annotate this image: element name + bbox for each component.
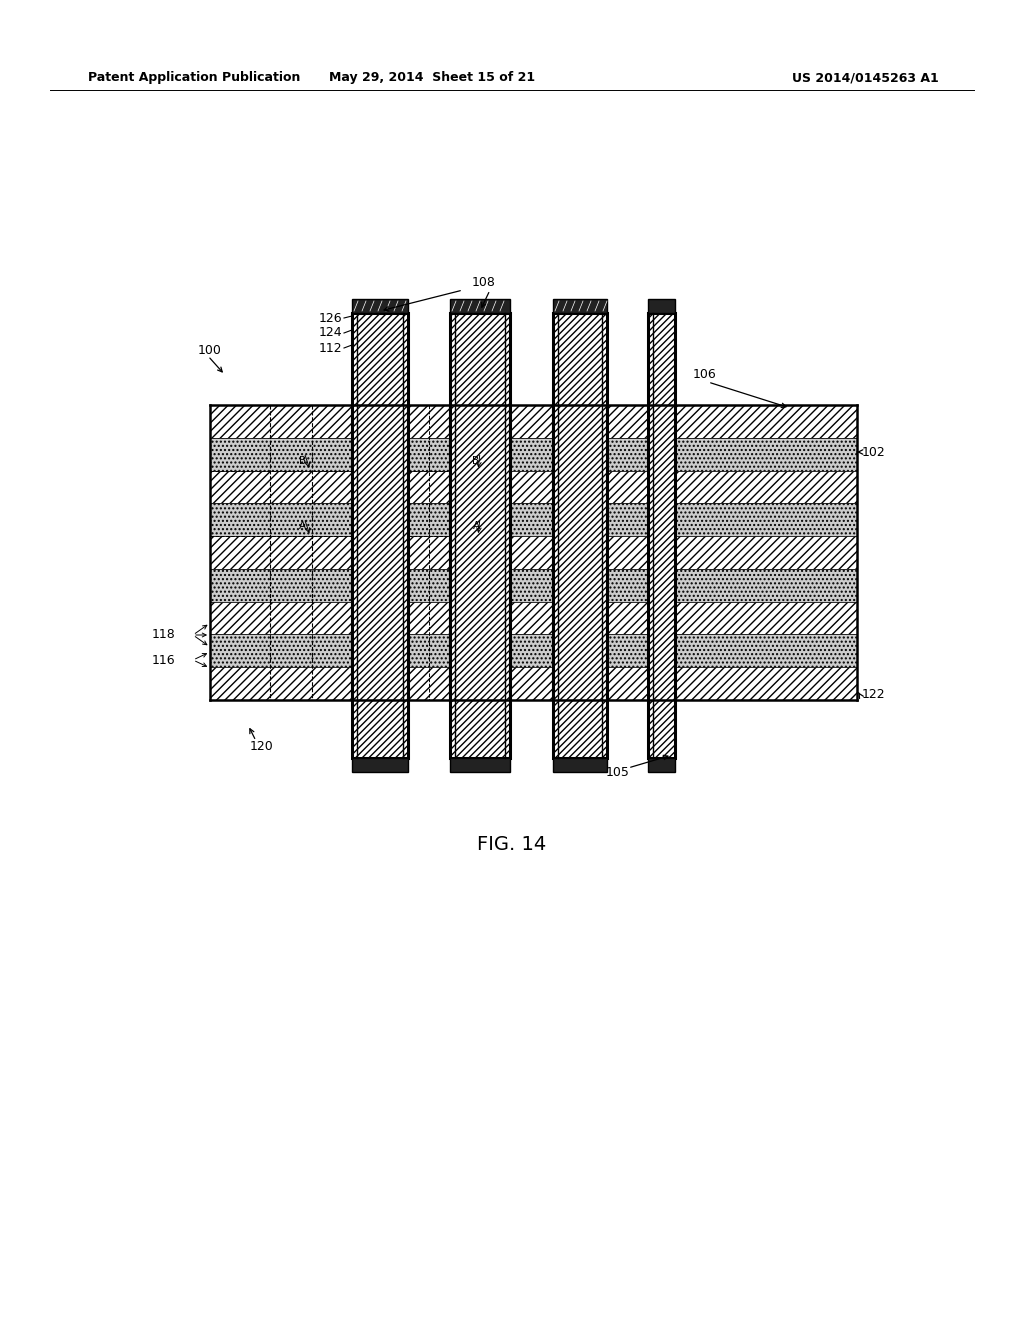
Bar xyxy=(352,313,408,758)
Bar xyxy=(648,313,675,758)
Bar xyxy=(510,503,553,536)
Bar xyxy=(510,602,553,635)
Bar xyxy=(408,635,450,667)
Text: US 2014/0145263 A1: US 2014/0145263 A1 xyxy=(792,71,939,84)
Text: B: B xyxy=(472,455,479,466)
Bar xyxy=(408,405,450,438)
Bar xyxy=(352,758,408,772)
Bar xyxy=(553,758,607,772)
Bar xyxy=(607,602,857,635)
Text: 116: 116 xyxy=(152,653,175,667)
Bar xyxy=(210,405,352,438)
Bar xyxy=(408,503,450,536)
Text: Patent Application Publication: Patent Application Publication xyxy=(88,71,300,84)
Text: 120: 120 xyxy=(250,741,273,754)
Bar xyxy=(510,569,553,602)
Text: A: A xyxy=(299,521,306,531)
Bar xyxy=(607,667,857,700)
Text: 112: 112 xyxy=(318,342,342,355)
Text: 106: 106 xyxy=(693,368,717,381)
Bar xyxy=(553,300,607,313)
Bar xyxy=(408,470,450,503)
Bar xyxy=(607,438,857,470)
Bar xyxy=(607,569,857,602)
Bar xyxy=(210,438,352,470)
Bar xyxy=(607,503,857,536)
Text: 118: 118 xyxy=(152,628,175,642)
Bar xyxy=(408,667,450,700)
Bar xyxy=(607,635,857,667)
Bar xyxy=(210,602,352,635)
Text: 100: 100 xyxy=(198,343,222,356)
Bar xyxy=(553,313,607,758)
Text: B: B xyxy=(299,455,306,466)
Text: 126: 126 xyxy=(318,312,342,325)
Bar xyxy=(408,569,450,602)
Text: May 29, 2014  Sheet 15 of 21: May 29, 2014 Sheet 15 of 21 xyxy=(329,71,536,84)
Bar xyxy=(210,569,352,602)
Bar xyxy=(352,300,408,313)
Bar xyxy=(450,313,510,758)
Bar xyxy=(450,758,510,772)
Bar xyxy=(352,313,408,758)
Bar xyxy=(210,470,352,503)
Bar xyxy=(648,313,675,758)
Bar xyxy=(210,536,352,569)
Bar xyxy=(210,635,352,667)
Bar xyxy=(210,503,352,536)
Text: 102: 102 xyxy=(862,446,886,458)
Bar xyxy=(510,438,553,470)
Text: 105: 105 xyxy=(606,767,630,780)
Bar xyxy=(648,300,675,313)
Text: 108: 108 xyxy=(472,276,496,289)
Bar xyxy=(408,438,450,470)
Bar xyxy=(553,313,607,758)
Bar xyxy=(450,300,510,313)
Bar xyxy=(648,758,675,772)
Bar xyxy=(210,667,352,700)
Bar xyxy=(450,313,510,758)
Text: A: A xyxy=(472,521,479,531)
Bar xyxy=(408,536,450,569)
Bar xyxy=(510,470,553,503)
Bar xyxy=(607,405,857,438)
Text: FIG. 14: FIG. 14 xyxy=(477,836,547,854)
Bar xyxy=(607,536,857,569)
Bar xyxy=(510,667,553,700)
Bar xyxy=(510,536,553,569)
Bar xyxy=(408,602,450,635)
Bar xyxy=(510,635,553,667)
Bar xyxy=(607,470,857,503)
Text: 124: 124 xyxy=(318,326,342,339)
Text: 122: 122 xyxy=(862,689,886,701)
Bar xyxy=(510,405,553,438)
